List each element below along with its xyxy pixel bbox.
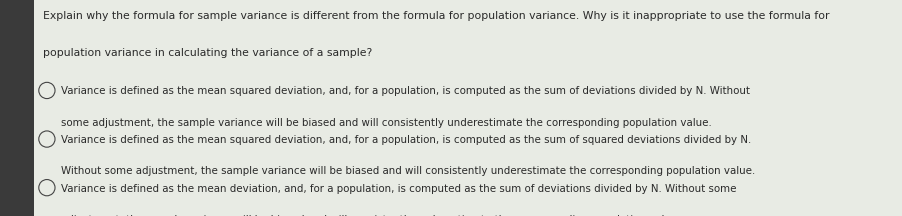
Text: Variance is defined as the mean squared deviation, and, for a population, is com: Variance is defined as the mean squared … bbox=[61, 86, 750, 96]
Text: adjustment, the sample variance will be biased and will consistently underestima: adjustment, the sample variance will be … bbox=[61, 215, 681, 216]
Bar bbox=[0, 0, 34, 216]
Text: population variance in calculating the variance of a sample?: population variance in calculating the v… bbox=[43, 48, 373, 57]
Text: some adjustment, the sample variance will be biased and will consistently undere: some adjustment, the sample variance wil… bbox=[61, 118, 712, 128]
Text: Variance is defined as the mean squared deviation, and, for a population, is com: Variance is defined as the mean squared … bbox=[61, 135, 751, 145]
Text: Explain why the formula for sample variance is different from the formula for po: Explain why the formula for sample varia… bbox=[43, 11, 830, 21]
Text: Variance is defined as the mean deviation, and, for a population, is computed as: Variance is defined as the mean deviatio… bbox=[61, 184, 737, 194]
Text: Without some adjustment, the sample variance will be biased and will consistentl: Without some adjustment, the sample vari… bbox=[61, 166, 756, 176]
